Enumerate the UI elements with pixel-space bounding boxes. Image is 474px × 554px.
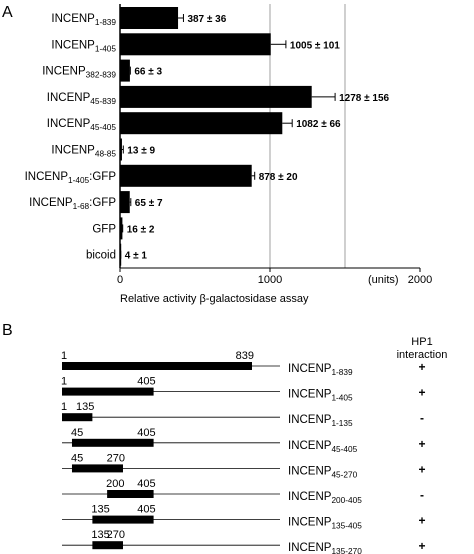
category-label: INCENP45-405 <box>47 118 117 132</box>
panel-a-letter: A <box>2 4 13 21</box>
construct-start-label: 1 <box>61 376 67 388</box>
value-label: 4 ± 1 <box>125 251 148 262</box>
construct-end-label: 270 <box>107 452 125 464</box>
bar <box>120 138 122 161</box>
construct-name: INCENP45-405 <box>288 440 358 454</box>
hp1-interaction: + <box>418 437 425 451</box>
hp1-interaction: + <box>418 386 425 400</box>
construct-bar <box>62 413 93 422</box>
hp1-interaction: - <box>420 411 424 425</box>
construct-end-label: 405 <box>137 427 155 439</box>
construct-name: INCENP1-135 <box>288 414 353 428</box>
hp1-header-line2: interaction <box>397 349 448 361</box>
x-tick-label: 0 <box>117 274 123 286</box>
hp1-interaction: - <box>420 488 424 502</box>
value-label: 387 ± 36 <box>187 14 226 25</box>
category-label: GFP <box>92 223 116 235</box>
construct-end-label: 839 <box>236 350 254 362</box>
construct-name: INCENP135-270 <box>288 542 362 554</box>
category-label: bicoid <box>86 250 116 262</box>
category-label: INCENP45-839 <box>47 92 117 106</box>
construct-name: INCENP45-270 <box>288 465 358 479</box>
construct-end-label: 405 <box>137 376 155 388</box>
value-label: 66 ± 3 <box>134 67 162 78</box>
hp1-interaction: + <box>418 360 425 374</box>
bar <box>120 217 123 240</box>
construct-bar <box>92 541 123 550</box>
panel-a-tick-labels: 0 1000 2000 <box>117 268 432 286</box>
value-label: 1082 ± 66 <box>296 119 341 130</box>
bar <box>120 164 252 187</box>
construct-start-label: 45 <box>71 452 83 464</box>
bar <box>120 191 130 214</box>
construct-start-label: 1 <box>61 350 67 362</box>
category-label: INCENP1-405:GFP <box>25 171 117 185</box>
construct-bar <box>62 387 154 396</box>
hp1-interaction: + <box>418 539 425 553</box>
bar <box>120 7 179 29</box>
bar <box>120 112 283 135</box>
construct-bar <box>62 362 252 370</box>
construct-bar <box>92 515 154 524</box>
value-label: 13 ± 9 <box>127 146 155 157</box>
value-label: 878 ± 20 <box>259 172 298 183</box>
construct-start-label: 200 <box>106 478 124 490</box>
construct-start-label: 135 <box>91 504 109 516</box>
bar <box>120 33 271 56</box>
hp1-interaction: + <box>418 514 425 528</box>
construct-bar <box>71 464 123 473</box>
x-tick-label: 1000 <box>258 274 282 286</box>
construct-name: INCENP1-839 <box>288 363 353 377</box>
construct-end-label: 405 <box>137 478 155 490</box>
x-tick-label: 2000 <box>408 274 432 286</box>
bar <box>120 59 130 82</box>
construct-bar <box>107 490 154 498</box>
category-label: INCENP382-839 <box>42 66 116 80</box>
construct-end-label: 270 <box>107 529 125 541</box>
construct-start-label: 1 <box>61 401 67 413</box>
construct-name: INCENP135-405 <box>288 517 362 531</box>
category-label: INCENP48-85 <box>51 145 116 159</box>
x-axis-title: Relative activity β-galactosidase assay <box>120 293 309 305</box>
category-label: INCENP1-839 <box>51 13 116 27</box>
construct-start-label: 45 <box>71 427 83 439</box>
value-label: 1005 ± 101 <box>290 40 340 51</box>
construct-start-label: 135 <box>91 529 109 541</box>
x-axis-unit: (units) <box>368 274 399 286</box>
construct-name: INCENP200-405 <box>288 491 362 505</box>
construct-bar <box>71 438 154 447</box>
category-label: INCENP1-68:GFP <box>29 197 116 211</box>
construct-name: INCENP1-405 <box>288 389 353 403</box>
panel-b-letter: B <box>2 322 13 339</box>
construct-end-label: 135 <box>76 401 94 413</box>
bar <box>120 85 312 108</box>
panel-b-constructs: 1 839 INCENP1-839 +1 405 INCENP1-405 +1 135 INCE… <box>61 350 426 554</box>
construct-end-label: 405 <box>137 504 155 516</box>
panel-a-bars: INCENP1-839 387 ± 36 INCENP1-405 1005 ± 101… <box>25 7 390 266</box>
value-label: 16 ± 2 <box>127 224 155 235</box>
value-label: 65 ± 7 <box>135 198 163 209</box>
value-label: 1278 ± 156 <box>339 93 389 104</box>
category-label: INCENP1-405 <box>51 39 116 53</box>
hp1-header-line1: HP1 <box>411 336 432 348</box>
hp1-interaction: + <box>418 462 425 476</box>
